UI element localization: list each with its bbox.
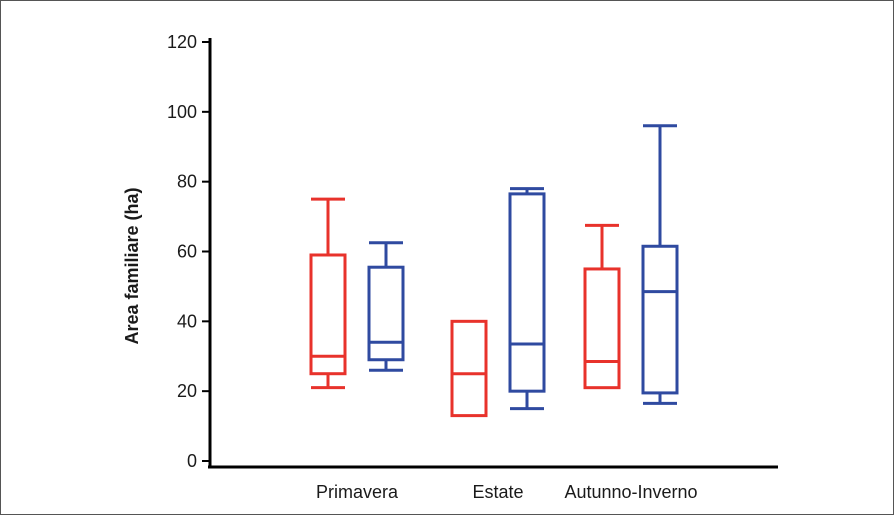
y-axis-label: Area familiare (ha): [122, 187, 142, 344]
boxplot-box: [309, 197, 347, 390]
boxplot-box: [450, 319, 488, 418]
box-iqr: [450, 319, 488, 418]
y-tick-label: 0: [187, 451, 197, 471]
boxplot-box: [583, 223, 621, 390]
y-tick-label: 20: [177, 381, 197, 401]
boxplot-box: [508, 187, 546, 411]
boxplot-box: [367, 241, 405, 372]
box-iqr: [508, 192, 546, 393]
y-tick-label: 80: [177, 172, 197, 192]
box-iqr: [309, 253, 347, 376]
box-iqr: [583, 267, 621, 390]
x-category-label: Autunno-Inverno: [564, 482, 697, 502]
axes: 0 20 40 60 80 100 120 Primavera Estate Autunno-In…: [167, 32, 778, 502]
box-series: [309, 124, 679, 418]
box-iqr: [641, 244, 679, 395]
y-tick-label: 120: [167, 32, 197, 52]
box-iqr: [367, 265, 405, 362]
y-tick-label: 60: [177, 242, 197, 262]
y-tick-label: 40: [177, 311, 197, 331]
x-category-label: Primavera: [316, 482, 399, 502]
x-category-label: Estate: [472, 482, 523, 502]
boxplot-box: [641, 124, 679, 405]
y-tick-label: 100: [167, 102, 197, 122]
